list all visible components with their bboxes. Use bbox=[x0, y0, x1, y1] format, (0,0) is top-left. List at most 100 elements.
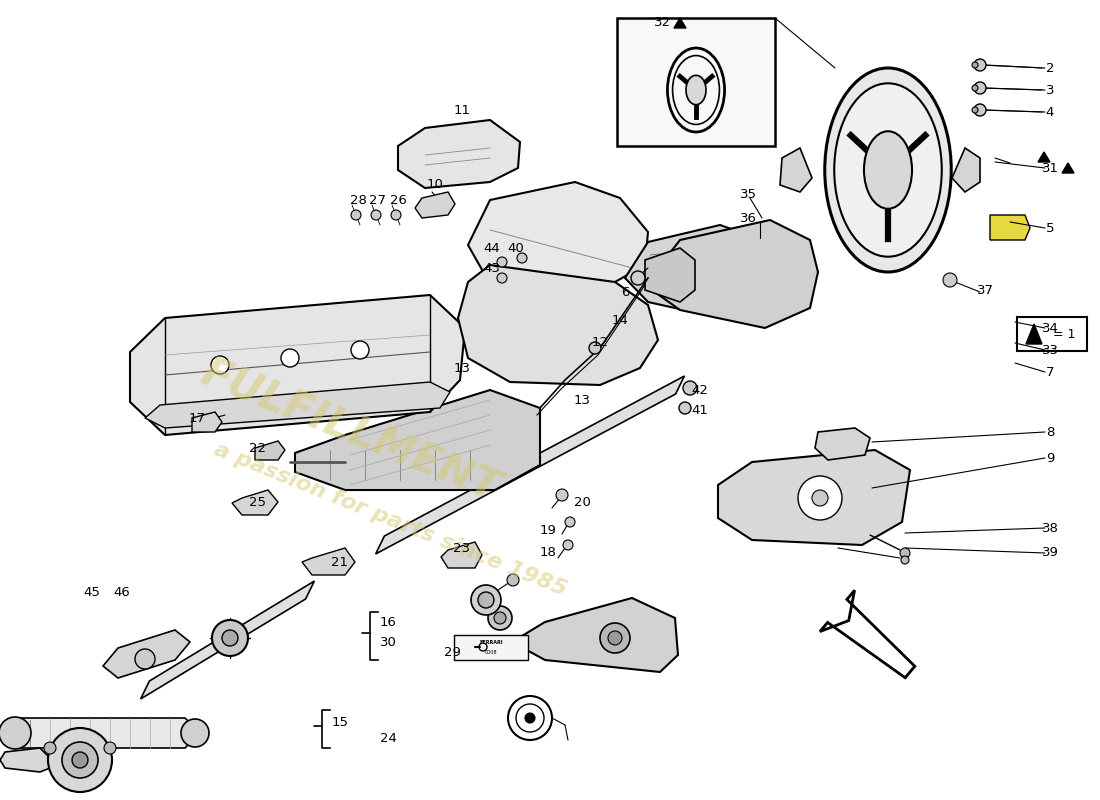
Text: 2: 2 bbox=[1046, 62, 1054, 74]
Polygon shape bbox=[415, 192, 455, 218]
Text: 7: 7 bbox=[1046, 366, 1054, 378]
Text: 29: 29 bbox=[443, 646, 461, 658]
Circle shape bbox=[104, 742, 116, 754]
Circle shape bbox=[556, 489, 568, 501]
Circle shape bbox=[974, 59, 986, 71]
Text: 40: 40 bbox=[507, 242, 525, 254]
Text: 22: 22 bbox=[250, 442, 266, 454]
Polygon shape bbox=[468, 182, 648, 295]
Polygon shape bbox=[295, 390, 540, 490]
Text: 13: 13 bbox=[453, 362, 471, 374]
Circle shape bbox=[497, 273, 507, 283]
Circle shape bbox=[608, 631, 622, 645]
Text: 5: 5 bbox=[1046, 222, 1054, 234]
Text: 33: 33 bbox=[1042, 343, 1058, 357]
Polygon shape bbox=[141, 581, 315, 699]
Circle shape bbox=[212, 620, 248, 656]
Text: 43: 43 bbox=[484, 262, 500, 274]
Text: 12: 12 bbox=[592, 335, 608, 349]
Circle shape bbox=[517, 253, 527, 263]
Polygon shape bbox=[130, 295, 465, 435]
Polygon shape bbox=[1062, 163, 1074, 173]
Circle shape bbox=[565, 517, 575, 527]
Circle shape bbox=[588, 342, 601, 354]
Circle shape bbox=[900, 548, 910, 558]
Text: 4: 4 bbox=[1046, 106, 1054, 118]
Text: 19: 19 bbox=[540, 523, 557, 537]
Circle shape bbox=[488, 606, 512, 630]
Circle shape bbox=[812, 490, 828, 506]
Circle shape bbox=[371, 210, 381, 220]
Circle shape bbox=[390, 210, 402, 220]
Text: 13: 13 bbox=[573, 394, 591, 406]
Polygon shape bbox=[103, 630, 190, 678]
Polygon shape bbox=[674, 18, 686, 28]
Text: 9: 9 bbox=[1046, 451, 1054, 465]
Ellipse shape bbox=[864, 131, 912, 209]
Circle shape bbox=[974, 82, 986, 94]
Text: 34: 34 bbox=[1042, 322, 1058, 334]
Polygon shape bbox=[0, 748, 50, 772]
Circle shape bbox=[471, 585, 501, 615]
Circle shape bbox=[222, 630, 238, 646]
Text: 28: 28 bbox=[350, 194, 366, 206]
Polygon shape bbox=[302, 548, 355, 575]
Text: 20: 20 bbox=[573, 495, 591, 509]
Circle shape bbox=[972, 62, 978, 68]
Circle shape bbox=[211, 356, 229, 374]
Ellipse shape bbox=[686, 75, 706, 105]
Polygon shape bbox=[458, 265, 658, 385]
Polygon shape bbox=[645, 220, 818, 328]
Text: 6: 6 bbox=[620, 286, 629, 298]
Text: 0008: 0008 bbox=[485, 650, 497, 655]
Text: 30: 30 bbox=[379, 635, 396, 649]
Polygon shape bbox=[645, 248, 695, 302]
Text: 31: 31 bbox=[1042, 162, 1058, 174]
Text: 44: 44 bbox=[484, 242, 500, 254]
Text: 27: 27 bbox=[370, 194, 386, 206]
Circle shape bbox=[600, 623, 630, 653]
Circle shape bbox=[62, 742, 98, 778]
Circle shape bbox=[72, 752, 88, 768]
Polygon shape bbox=[780, 148, 812, 192]
Circle shape bbox=[135, 649, 155, 669]
Text: 36: 36 bbox=[739, 211, 757, 225]
Text: 41: 41 bbox=[692, 403, 708, 417]
Circle shape bbox=[507, 574, 519, 586]
Ellipse shape bbox=[834, 83, 942, 257]
Text: 10: 10 bbox=[427, 178, 443, 191]
Circle shape bbox=[974, 104, 986, 116]
Polygon shape bbox=[625, 225, 780, 318]
Text: 3: 3 bbox=[1046, 83, 1054, 97]
Text: 16: 16 bbox=[379, 615, 396, 629]
Circle shape bbox=[679, 402, 691, 414]
Polygon shape bbox=[990, 215, 1030, 240]
Circle shape bbox=[972, 85, 978, 91]
Polygon shape bbox=[820, 590, 915, 678]
Polygon shape bbox=[6, 718, 195, 748]
Text: FULFILLMENT: FULFILLMENT bbox=[195, 351, 506, 509]
Circle shape bbox=[44, 742, 56, 754]
Text: 14: 14 bbox=[612, 314, 628, 326]
Polygon shape bbox=[1026, 324, 1042, 344]
Circle shape bbox=[478, 592, 494, 608]
Text: 38: 38 bbox=[1042, 522, 1058, 534]
Text: 17: 17 bbox=[188, 411, 206, 425]
FancyBboxPatch shape bbox=[1018, 317, 1087, 351]
Circle shape bbox=[182, 719, 209, 747]
Text: 15: 15 bbox=[331, 715, 349, 729]
Polygon shape bbox=[398, 120, 520, 188]
Text: 18: 18 bbox=[540, 546, 557, 559]
Polygon shape bbox=[512, 598, 678, 672]
Polygon shape bbox=[815, 428, 870, 460]
Text: 8: 8 bbox=[1046, 426, 1054, 438]
Circle shape bbox=[494, 612, 506, 624]
Polygon shape bbox=[441, 542, 482, 568]
Text: 35: 35 bbox=[739, 189, 757, 202]
Circle shape bbox=[563, 540, 573, 550]
Circle shape bbox=[497, 257, 507, 267]
Circle shape bbox=[901, 556, 909, 564]
Text: 25: 25 bbox=[250, 495, 266, 509]
Text: 39: 39 bbox=[1042, 546, 1058, 559]
Polygon shape bbox=[145, 382, 450, 428]
